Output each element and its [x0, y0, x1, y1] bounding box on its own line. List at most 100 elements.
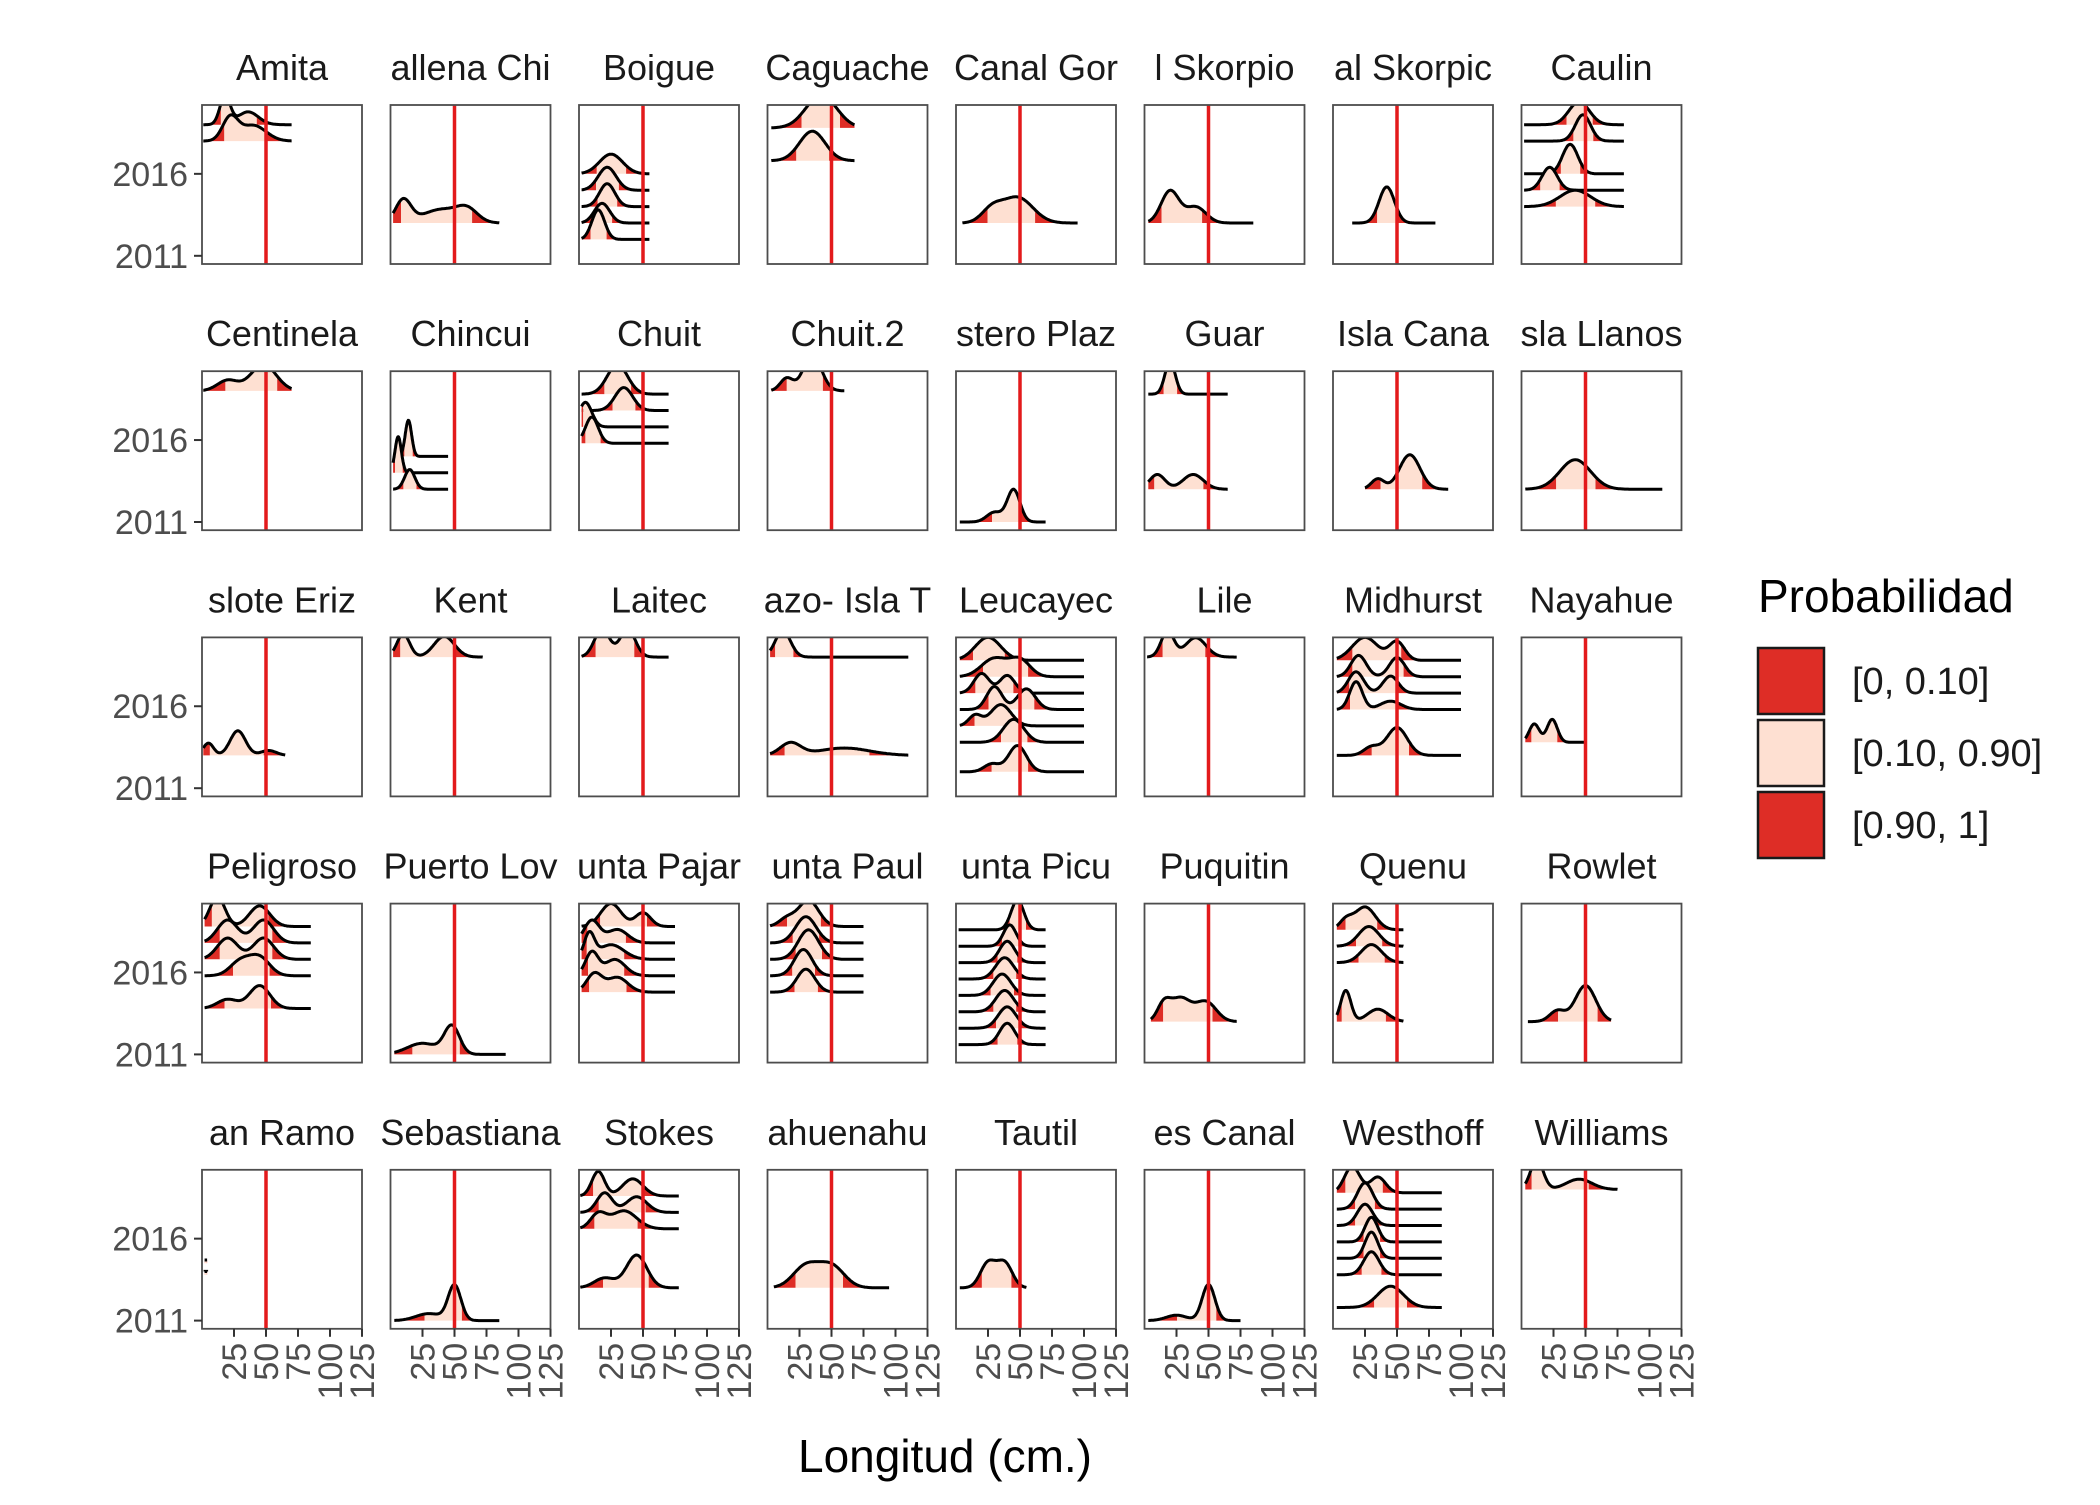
panel-background: [391, 105, 551, 264]
facet-title: Puquitin: [1159, 846, 1289, 887]
panel-background: [391, 637, 551, 796]
x-tick-label: 125: [1098, 1343, 1136, 1400]
facet-title: slote Eriz: [208, 579, 356, 620]
facet-panel: Lile: [1145, 579, 1305, 796]
facet-panel: Kent: [391, 579, 551, 796]
facet-title: Williams: [1535, 1112, 1669, 1153]
facet-title: Lile: [1196, 579, 1252, 620]
panel-background: [1145, 637, 1305, 796]
facet-panel: unta Paul: [768, 846, 928, 1063]
facet-title: unta Paul: [771, 846, 923, 887]
facet-panel: Chincui: [391, 313, 551, 530]
facet-panel: Puerto Lov: [383, 846, 557, 1063]
panel-background: [1333, 371, 1493, 530]
facet-panel: Isla Cana: [1333, 313, 1493, 530]
x-tick-label: 125: [533, 1343, 571, 1400]
legend: Probabilidad[0, 0.10][0.10, 0.90][0.90, …: [1758, 570, 2042, 858]
legend-swatch: [1758, 648, 1824, 714]
facet-panel: Boigue: [579, 47, 739, 264]
x-tick-label: 125: [910, 1343, 948, 1400]
facet-title: Chuit.2: [790, 313, 904, 354]
facet-panel: Chuit.2: [768, 313, 928, 530]
panel-background: [1145, 904, 1305, 1063]
x-tick-label: 125: [1475, 1343, 1513, 1400]
facet-title: al Skorpic: [1334, 47, 1492, 88]
x-tick-label: 125: [344, 1343, 382, 1400]
panel-background: [956, 1170, 1116, 1329]
y-tick-label: 2011: [115, 504, 188, 542]
legend-label: [0.90, 1]: [1852, 805, 1989, 847]
facet-title: Canal Gor: [954, 47, 1118, 88]
facet-panel: unta Picu: [956, 846, 1116, 1063]
facet-panel: allena Chi: [390, 47, 550, 264]
facet-title: Amita: [236, 47, 329, 88]
facet-panel: Canal Gor: [954, 47, 1118, 264]
facet-title: ahuenahu: [767, 1112, 927, 1153]
facet-panel: unta Pajar: [577, 846, 741, 1063]
facet-title: Leucayec: [959, 579, 1113, 620]
facet-title: Centinela: [206, 313, 359, 354]
x-tick-label: 125: [1287, 1343, 1325, 1400]
panel-background: [768, 105, 928, 264]
facet-title: Stokes: [604, 1112, 714, 1153]
facet-panel: Caguache: [765, 47, 929, 264]
facet-panel: Chuit: [579, 313, 739, 530]
facet-title: Laitec: [611, 579, 707, 620]
legend-swatch: [1758, 792, 1824, 858]
panel-background: [1522, 904, 1682, 1063]
facet-title: Nayahue: [1529, 579, 1673, 620]
facet-panel: slote Eriz 2011 2016: [112, 579, 362, 808]
ridge-fill-middle: [802, 95, 841, 128]
facet-panel: Caulin: [1522, 47, 1682, 264]
facet-title: Chincui: [410, 313, 530, 354]
facet-title: Rowlet: [1546, 846, 1656, 887]
facet-title: Sebastiana: [380, 1112, 561, 1153]
facet-title: es Canal: [1153, 1112, 1295, 1153]
facet-title: allena Chi: [390, 47, 550, 88]
panel-background: [1522, 637, 1682, 796]
y-tick-label: 2011: [115, 770, 188, 808]
panel-background: [1145, 105, 1305, 264]
panel-background: [1333, 105, 1493, 264]
facet-title: an Ramo: [209, 1112, 355, 1153]
panel-background: [956, 904, 1116, 1063]
facet-panel: sla Llanos: [1520, 313, 1682, 530]
facet-title: unta Pajar: [577, 846, 741, 887]
ridge-fill-tail: [582, 404, 584, 427]
panel-background: [391, 904, 551, 1063]
panel-background: [956, 371, 1116, 530]
panel-background: [768, 1170, 928, 1329]
y-tick-label: 2011: [115, 238, 188, 276]
panel-background: [768, 371, 928, 530]
panel-background: [1522, 1170, 1682, 1329]
y-tick-label: 2016: [112, 954, 188, 992]
facet-title: Peligroso: [207, 846, 357, 887]
panel-background: [768, 637, 928, 796]
facet-title: Westhoff: [1343, 1112, 1485, 1153]
facet-title: sla Llanos: [1520, 313, 1682, 354]
panel-background: [956, 105, 1116, 264]
y-tick-label: 2016: [112, 688, 188, 726]
facet-title: l Skorpio: [1154, 47, 1294, 88]
y-tick-label: 2011: [115, 1303, 188, 1341]
panel-background: [202, 1170, 362, 1329]
facet-title: unta Picu: [961, 846, 1111, 887]
facet-panel: azo- Isla T: [764, 579, 931, 796]
facet-title: Guar: [1184, 313, 1264, 354]
facet-panel: Nayahue: [1522, 579, 1682, 796]
facet-title: Puerto Lov: [383, 846, 557, 887]
panel-background: [202, 371, 362, 530]
legend-title: Probabilidad: [1758, 570, 2014, 622]
panel-background: [391, 1170, 551, 1329]
facet-panel: al Skorpic: [1333, 47, 1493, 264]
x-axis-label: Longitud (cm.): [798, 1430, 1092, 1482]
facet-title: Tautil: [994, 1112, 1078, 1153]
